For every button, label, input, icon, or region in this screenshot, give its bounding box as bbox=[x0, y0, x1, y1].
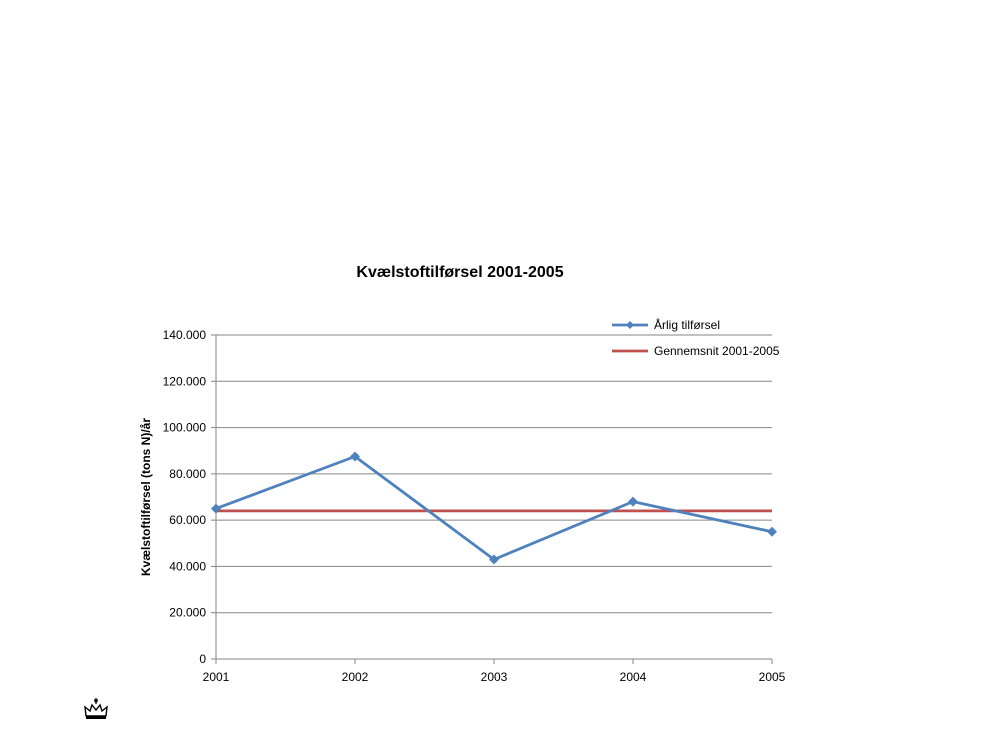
data-point bbox=[350, 451, 360, 462]
y-tick-label: 20.000 bbox=[169, 606, 206, 620]
x-tick-labels: 2001 2002 2003 2004 2005 bbox=[203, 670, 786, 684]
chart-title: Kvælstoftilførsel 2001-2005 bbox=[356, 264, 563, 281]
legend: Årlig tilførsel Gennemsnit 2001-2005 bbox=[612, 317, 780, 358]
x-tick-label: 2003 bbox=[481, 670, 508, 684]
y-tick-label: 80.000 bbox=[169, 467, 206, 481]
series-line bbox=[215, 455, 773, 561]
y-tick-label: 140.000 bbox=[163, 328, 207, 342]
y-tick-label: 0 bbox=[199, 652, 206, 666]
x-tick-label: 2005 bbox=[759, 670, 786, 684]
y-tick-label: 40.000 bbox=[169, 559, 206, 573]
axes bbox=[211, 334, 773, 664]
x-tick-label: 2004 bbox=[620, 670, 647, 684]
crown-icon bbox=[84, 698, 108, 719]
y-tick-label: 120.000 bbox=[163, 374, 207, 388]
legend-marker bbox=[626, 321, 634, 329]
y-tick-labels: 0 20.000 40.000 60.000 80.000 100.000 120.000 1… bbox=[163, 328, 207, 666]
y-tick-label: 100.000 bbox=[163, 421, 207, 435]
legend-label: Årlig tilførsel bbox=[654, 317, 720, 332]
x-tick-label: 2002 bbox=[342, 670, 369, 684]
grid-lines bbox=[216, 334, 772, 614]
data-point bbox=[767, 526, 777, 537]
series bbox=[211, 451, 777, 565]
data-point bbox=[628, 496, 638, 507]
legend-label: Gennemsnit 2001-2005 bbox=[654, 344, 780, 358]
data-point bbox=[211, 503, 221, 514]
y-tick-label: 60.000 bbox=[169, 513, 206, 527]
data-point bbox=[489, 554, 499, 565]
x-tick-label: 2001 bbox=[203, 670, 230, 684]
y-axis-label: Kvælstoftilførsel (tons N)/år bbox=[139, 418, 153, 576]
